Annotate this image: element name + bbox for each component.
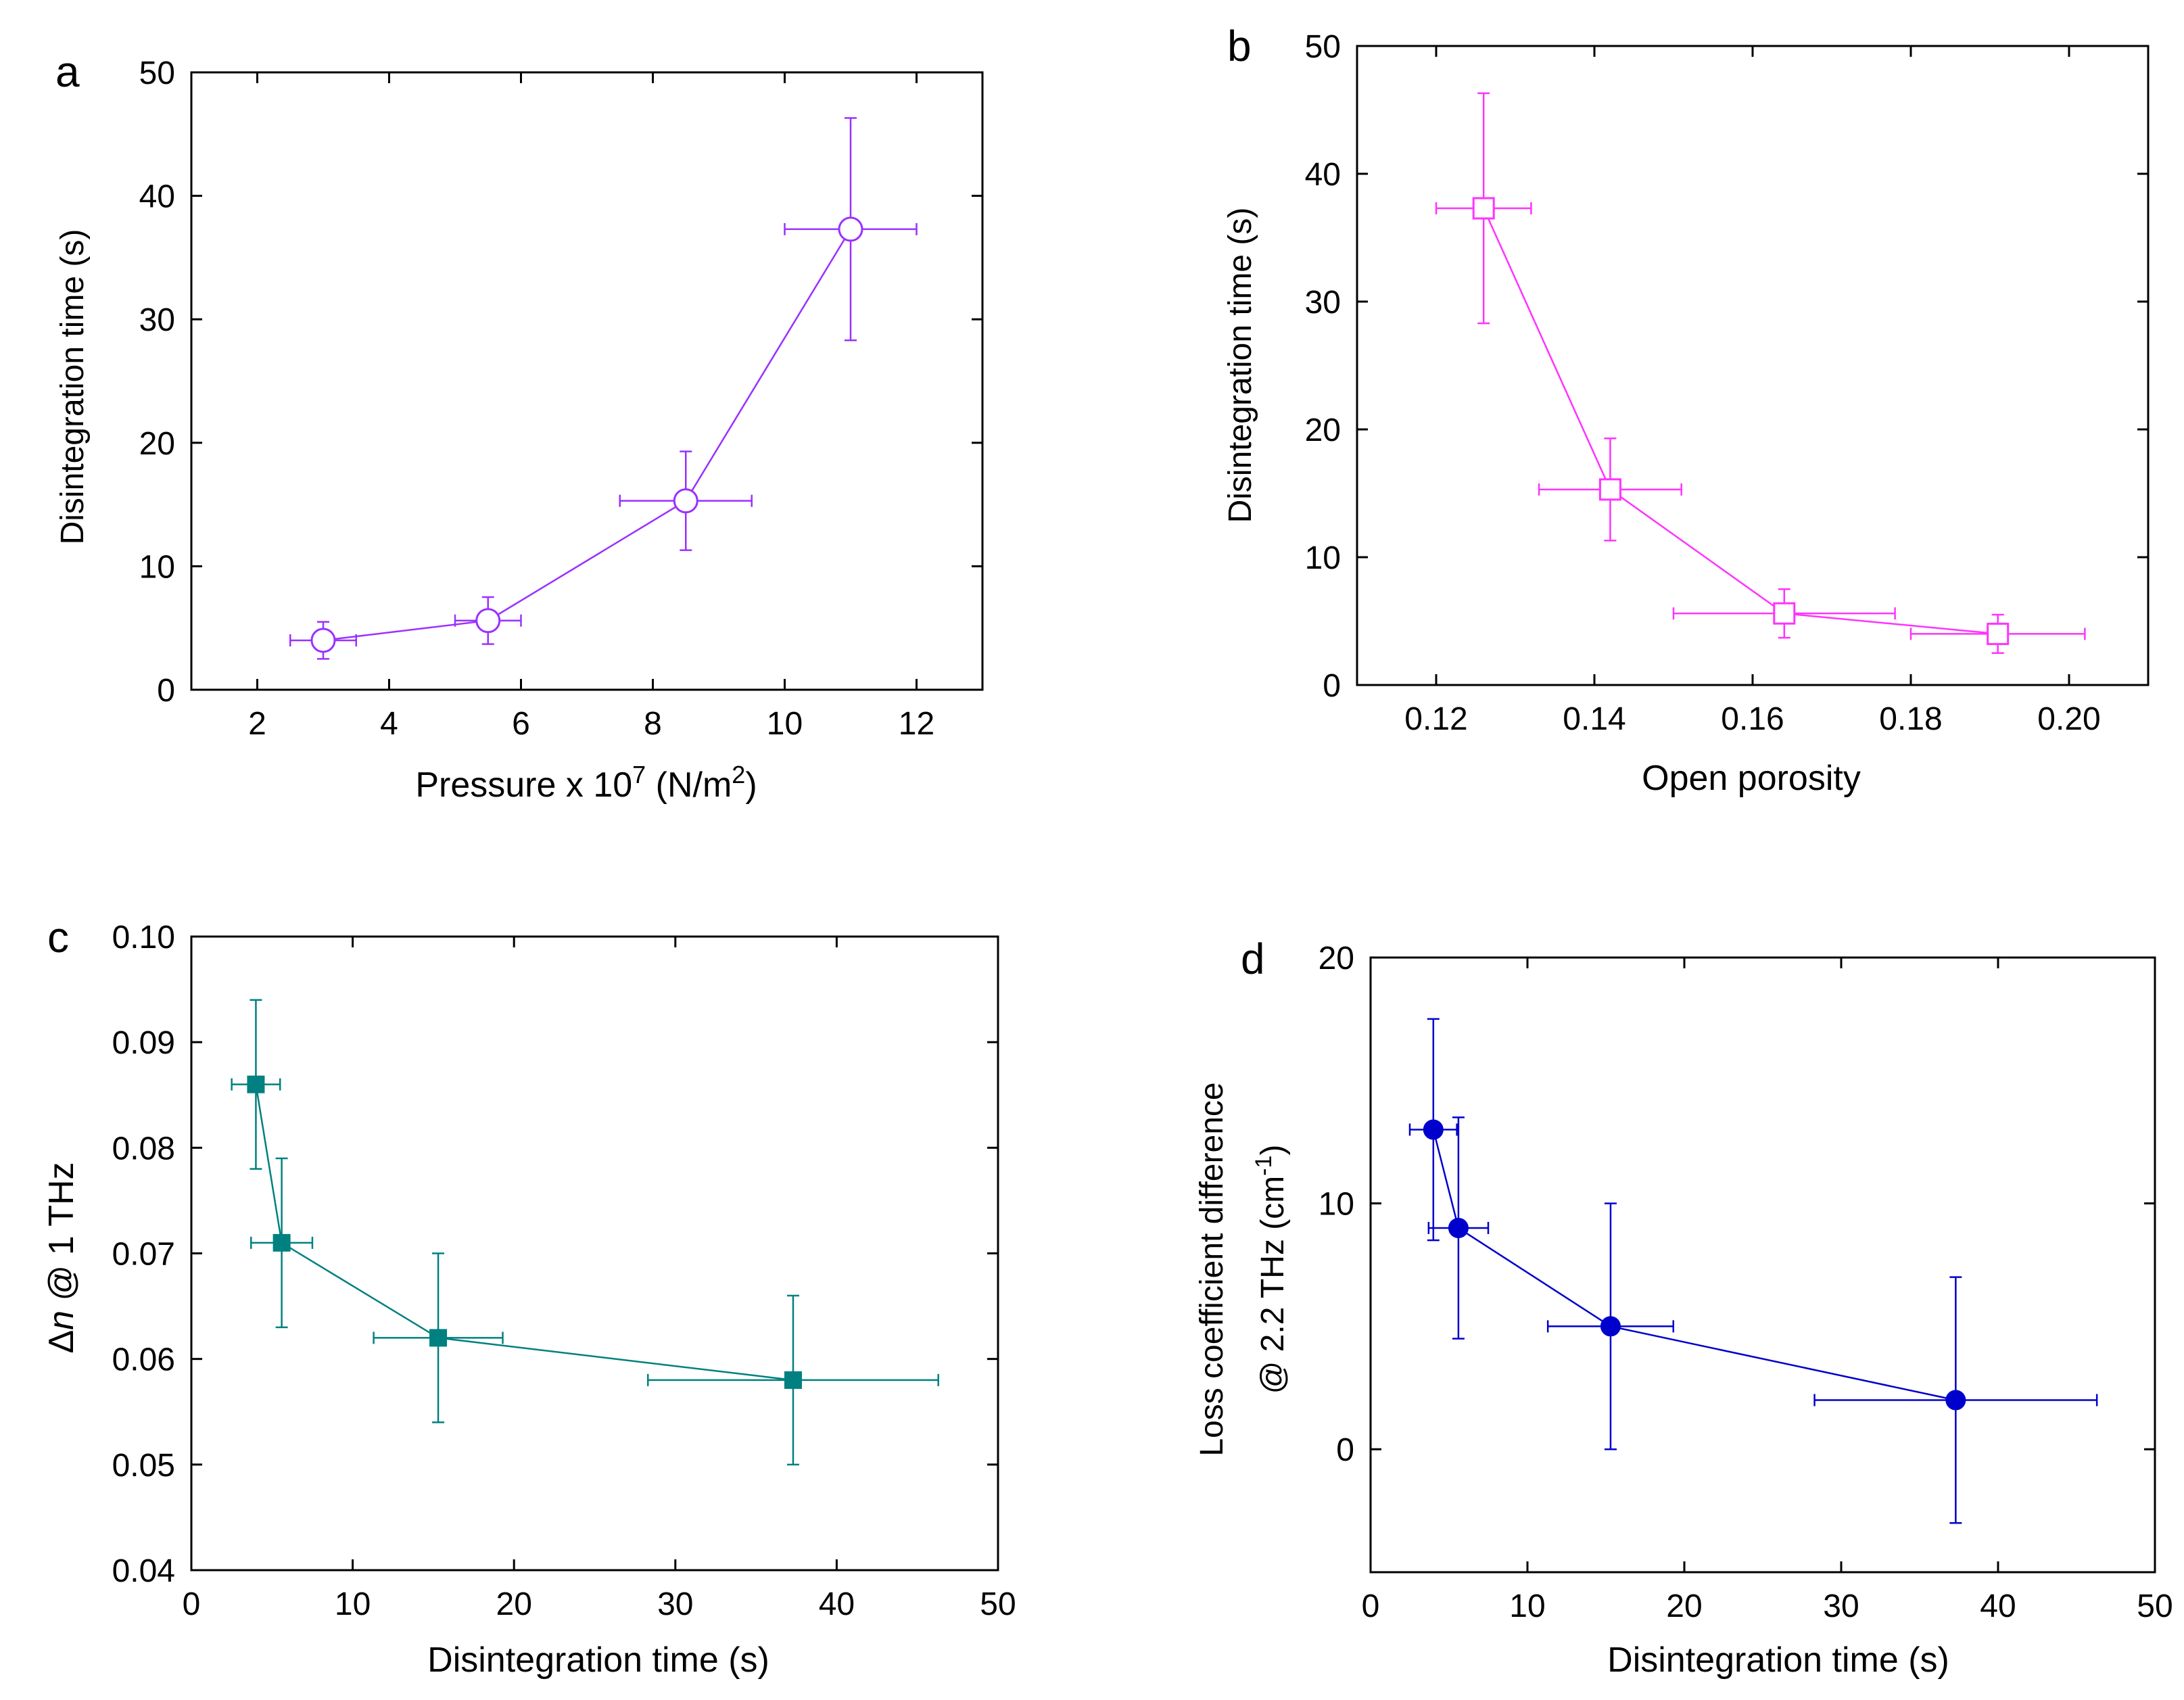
panel-b-x-tick-label: 0.12 [1404, 701, 1467, 737]
panel-d-y-tick-label: 0 [1336, 1432, 1354, 1468]
panel-d-y-tick-label: 20 [1319, 941, 1354, 976]
panel-b-y-tick-label: 30 [1305, 285, 1341, 321]
panel-c-marks: 0 10 20 30 40 50 0.04 0.05 0.06 0.07 0.08 0.09 0.10 [112, 920, 1016, 1622]
panel-c-x-tick-label: 30 [657, 1586, 693, 1622]
panel-c-plot-frame [190, 935, 999, 1572]
panel-d-data-point [1448, 1217, 1469, 1238]
panel-c-y-tick-label: 0.06 [112, 1342, 175, 1378]
panel-b-x-tick-label: 0.20 [2037, 701, 2100, 737]
panel-a-x-tick-label: 10 [767, 706, 803, 742]
panel-b-y-tick-label: 0 [1323, 668, 1341, 704]
panel-a-plot-frame [190, 71, 984, 691]
panel-c-y-tick-label: 0.05 [112, 1448, 175, 1484]
panel-a-letter: a [55, 47, 80, 96]
panel-b-x-tick-label: 0.14 [1563, 701, 1625, 737]
panel-a-data-point [475, 608, 501, 634]
panel-d-marks: 0 10 20 30 40 50 0 10 20 [1319, 941, 2173, 1624]
panel-b-y-axis-title: Disintegration time (s) [1222, 208, 1258, 523]
panel-c-y-tick-label: 0.07 [112, 1237, 175, 1273]
panel-b-x-tick-label: 0.16 [1721, 701, 1784, 737]
panel-b-letter: b [1227, 22, 1252, 70]
panel-b-y-tick-label: 10 [1305, 540, 1341, 576]
panel-a-y-tick-label: 40 [139, 179, 175, 215]
panel-d-y-axis-title-line2: @ 2.2 THz (cm-1) [1251, 1145, 1291, 1394]
panel-b-marks: 0.12 0.14 0.16 0.18 0.20 0 10 20 30 40 50 [1305, 29, 2150, 737]
panel-d: d 0 10 20 30 40 50 0 10 20 Loss coefficient diff… [1194, 935, 2173, 1680]
panel-a-x-tick-label: 2 [248, 706, 266, 742]
panel-c-series-line [255, 1084, 794, 1382]
panel-a-y-tick-label: 0 [157, 673, 175, 709]
panel-c-data-point [272, 1233, 291, 1252]
panel-a: a 2 4 6 8 10 12 0 10 20 30 40 50 Disintegration tim… [55, 47, 984, 805]
panel-b-plot-frame [1356, 45, 2150, 686]
panel-c-letter: c [47, 913, 69, 962]
panel-c-y-tick-label: 0.08 [112, 1131, 175, 1166]
panel-b-data-point [1472, 197, 1495, 220]
panel-d-y-axis-title-line1: Loss coefficient difference [1194, 1082, 1230, 1456]
panel-a-data-point [838, 216, 863, 242]
panel-d-data-point [1600, 1316, 1621, 1337]
panel-d-x-tick-label: 0 [1362, 1588, 1380, 1624]
panel-a-series-line [323, 229, 852, 642]
panel-c-x-tick-label: 20 [496, 1586, 532, 1622]
panel-a-x-tick-label: 6 [512, 706, 530, 742]
panel-b-x-axis-title: Open porosity [1642, 759, 1861, 798]
panel-a-y-tick-label: 30 [139, 302, 175, 338]
panel-a-y-tick-label: 10 [139, 549, 175, 585]
panel-a-data-point [310, 628, 336, 653]
panel-d-letter: d [1241, 935, 1265, 983]
panel-c-x-tick-label: 40 [819, 1586, 855, 1622]
panel-c-x-tick-label: 10 [335, 1586, 371, 1622]
panel-a-x-axis-title: Pressure x 107 (N/m2) [415, 761, 757, 805]
panel-c-data-point [247, 1075, 265, 1093]
panel-c-x-tick-label: 0 [183, 1586, 201, 1622]
panel-b-data-point [1773, 602, 1796, 625]
panel-b: b 0.12 0.14 0.16 0.18 0.20 0 10 20 30 40 50 Disint… [1222, 22, 2150, 798]
panel-c-y-tick-label: 0.10 [112, 920, 175, 955]
panel-c: c 0 10 20 30 40 50 0.04 0.05 0.06 0.07 0.08 0.09 0.1… [42, 913, 1016, 1680]
panel-d-x-tick-label: 10 [1509, 1588, 1545, 1624]
panel-a-x-tick-label: 8 [644, 706, 662, 742]
panel-b-x-tick-label: 0.18 [1879, 701, 1942, 737]
panel-b-series-line [1483, 208, 1998, 635]
panel-b-y-tick-label: 20 [1305, 412, 1341, 448]
panel-c-data-point [429, 1329, 448, 1347]
panel-d-data-point [1945, 1390, 1966, 1411]
panel-a-x-tick-label: 12 [899, 706, 934, 742]
panel-c-y-tick-label: 0.04 [112, 1553, 175, 1589]
panel-c-x-axis-title: Disintegration time (s) [427, 1640, 769, 1680]
panel-a-y-tick-label: 50 [139, 55, 175, 91]
panel-d-series-line [1432, 1129, 1956, 1401]
panel-d-x-tick-label: 40 [1980, 1588, 2016, 1624]
panel-a-y-axis-title: Disintegration time (s) [55, 229, 91, 545]
panel-d-y-tick-label: 10 [1319, 1187, 1354, 1223]
panel-a-x-tick-label: 4 [380, 706, 398, 742]
panel-d-data-point [1423, 1119, 1444, 1140]
panel-b-data-point [1598, 478, 1621, 501]
panel-c-x-tick-label: 50 [980, 1586, 1016, 1622]
panel-a-y-tick-label: 20 [139, 426, 175, 462]
panel-b-y-tick-label: 40 [1305, 157, 1341, 193]
panel-d-plot-frame [1369, 956, 2156, 1574]
panel-a-data-point [673, 488, 698, 514]
panel-d-x-tick-label: 20 [1666, 1588, 1702, 1624]
panel-d-x-axis-title: Disintegration time (s) [1607, 1640, 1949, 1680]
panel-b-data-point [1987, 622, 2010, 645]
panel-a-marks: 2 4 6 8 10 12 0 10 20 30 40 50 [139, 55, 984, 742]
panel-c-data-point [784, 1371, 802, 1389]
panel-d-x-tick-label: 30 [1823, 1588, 1859, 1624]
panel-b-y-tick-label: 50 [1305, 29, 1341, 65]
panel-d-x-tick-label: 50 [2137, 1588, 2173, 1624]
panel-c-y-axis-title: Δn @ 1 THz [42, 1162, 81, 1353]
panel-c-y-tick-label: 0.09 [112, 1025, 175, 1061]
